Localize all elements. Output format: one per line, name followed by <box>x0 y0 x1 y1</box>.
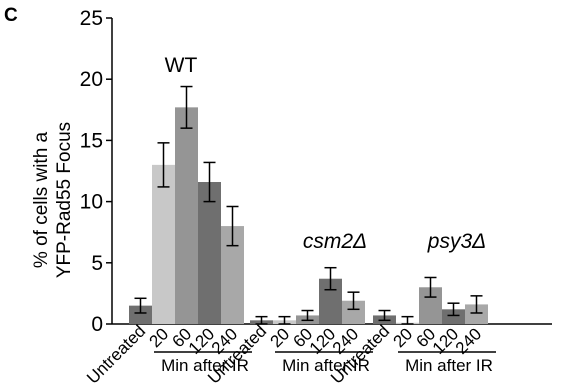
x-tick-label: Untreated <box>204 321 270 387</box>
axes: 0 5 10 15 20 25 <box>80 7 552 336</box>
group-label: psy3Δ <box>427 230 486 253</box>
bars <box>129 85 488 325</box>
y-axis-label-line-2: YFP-Rad55 Focus <box>54 122 75 278</box>
group-label: csm2Δ <box>303 230 367 253</box>
bar <box>442 309 465 324</box>
y-tick-label: 0 <box>91 313 103 336</box>
bar <box>342 300 365 324</box>
min-after-ir-label: Min after IR <box>405 356 493 375</box>
x-tick-labels: Untreated2060120240Untreated2060120240Un… <box>83 321 485 387</box>
group-label: WT <box>165 54 198 77</box>
min-after-ir-label: Min after IR <box>282 356 370 375</box>
panel-letter: C <box>4 5 18 26</box>
y-tick-label: 20 <box>80 68 103 91</box>
bar <box>198 182 221 324</box>
y-tick-label: 5 <box>91 252 103 275</box>
bar <box>129 305 152 324</box>
y-tick-label: 25 <box>80 7 103 30</box>
bar <box>175 107 198 325</box>
bar <box>152 164 175 324</box>
group-labels: Min after IR WT Min after IR csm2Δ Min after… <box>154 54 496 375</box>
min-after-ir-label: Min after IR <box>161 356 249 375</box>
x-tick-label: Untreated <box>327 321 393 387</box>
y-tick-label: 15 <box>80 129 103 152</box>
bar <box>465 304 488 324</box>
bar <box>221 226 244 324</box>
y-tick-label: 10 <box>80 191 103 214</box>
y-axis-label-line-1: % of cells with a <box>31 131 52 268</box>
x-tick-label: 240 <box>452 324 485 357</box>
